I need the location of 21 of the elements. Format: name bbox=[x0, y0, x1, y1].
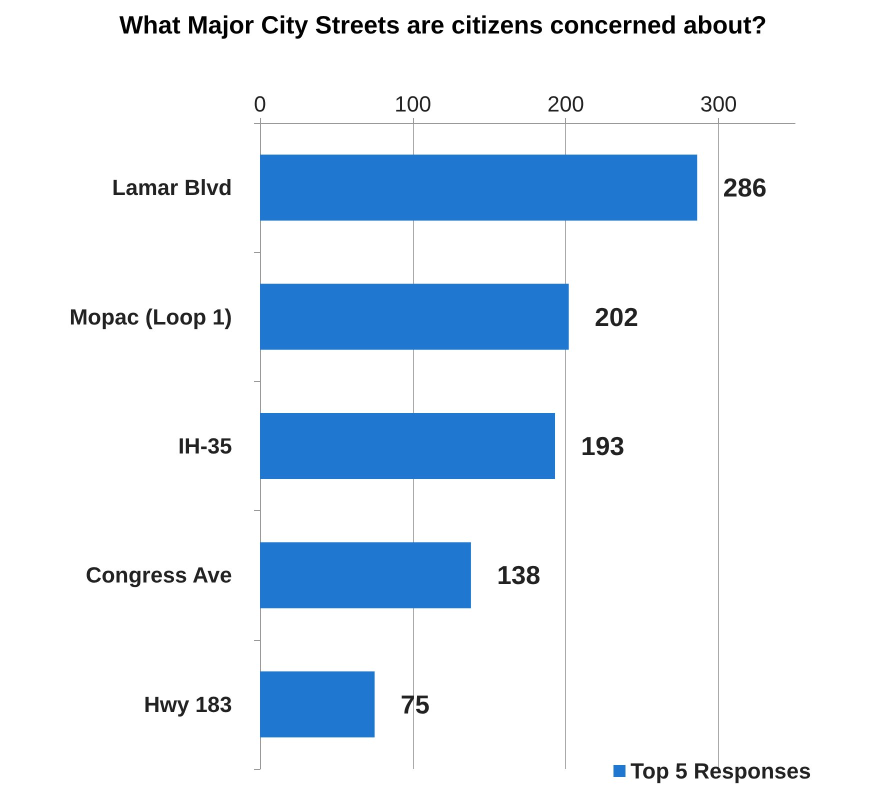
bar bbox=[260, 413, 556, 479]
data-label: 75 bbox=[400, 689, 430, 720]
x-tick-label: 200 bbox=[547, 92, 584, 116]
bar bbox=[260, 284, 569, 350]
x-tick-label: 300 bbox=[700, 92, 737, 116]
bar bbox=[260, 542, 471, 608]
data-label: 193 bbox=[581, 431, 624, 461]
bar bbox=[260, 154, 698, 221]
y-tick-label: Hwy 183 bbox=[144, 692, 232, 717]
x-tick-label: 0 bbox=[254, 92, 266, 116]
x-tick-label: 100 bbox=[394, 92, 432, 116]
y-tick-label: IH-35 bbox=[178, 434, 232, 458]
data-label: 202 bbox=[594, 302, 638, 332]
y-tick-label: Mopac (Loop 1) bbox=[69, 304, 232, 330]
data-label: 286 bbox=[723, 172, 767, 203]
data-label: 138 bbox=[496, 560, 540, 590]
bar bbox=[260, 671, 375, 738]
y-tick-label: Congress Ave bbox=[86, 562, 232, 588]
y-tick-label: Lamar Blvd bbox=[112, 175, 232, 200]
chart-title: What Major City Streets are citizens concerned about? bbox=[119, 12, 767, 40]
legend-label: Top 5 Responses bbox=[630, 758, 812, 784]
